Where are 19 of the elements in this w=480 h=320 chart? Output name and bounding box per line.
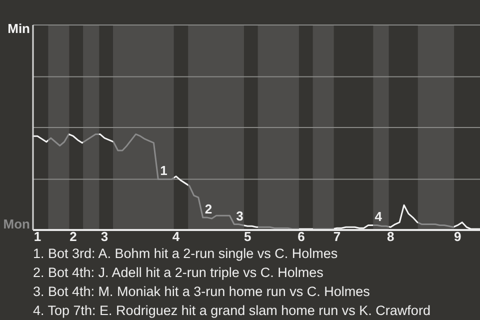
x-tick-label: 2 <box>70 229 77 244</box>
text: Min <box>8 20 30 36</box>
annotation: 1 <box>160 163 168 178</box>
text: 1. Bot 3rd: A. Bohm hit a 2-run single vs C. Holmes <box>33 246 338 261</box>
annotation: 4 <box>374 209 383 224</box>
x-tick-label: 7 <box>333 229 341 244</box>
text: Mon <box>3 216 30 232</box>
x-tick-label: 5 <box>244 229 252 244</box>
text: 3. Bot 4th: M. Moniak hit a 3-run home run vs C. Holmes <box>33 284 370 299</box>
text: 4. Top 7th: E. Rodriguez hit a grand slam home run vs K. Crawford <box>33 303 430 318</box>
x-tick-label: 8 <box>386 229 394 244</box>
annotation: 3 <box>236 208 244 224</box>
x-tick-label: 6 <box>298 229 305 244</box>
x-tick-label: 3 <box>100 229 108 244</box>
x-tick-label: 4 <box>172 229 180 244</box>
annotation: 2 <box>204 202 212 217</box>
x-tick-label: 1 <box>34 229 42 244</box>
text: 2. Bot 4th: J. Adell hit a 2-run triple vs C. Holmes <box>33 265 324 280</box>
x-tick-label: 9 <box>454 229 462 244</box>
